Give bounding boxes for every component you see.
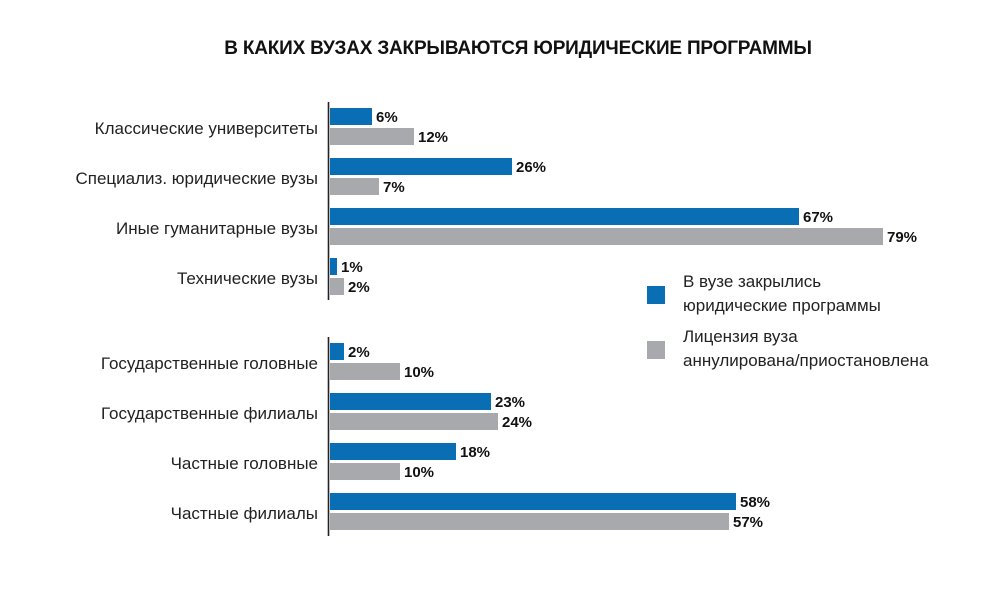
legend-label: Лицензия вуза — [683, 327, 798, 346]
category-label: Иные гуманитарные вузы — [116, 219, 318, 238]
data-label: 24% — [502, 414, 532, 431]
data-label: 58% — [740, 494, 770, 511]
data-label: 7% — [383, 179, 405, 196]
category-label: Классические университеты — [95, 119, 318, 138]
data-label: 67% — [803, 209, 833, 226]
bar-series2 — [330, 413, 498, 430]
bar-series2 — [330, 513, 729, 530]
bar-series1 — [330, 493, 736, 510]
data-label: 26% — [516, 159, 546, 176]
category-label: Частные головные — [171, 454, 318, 473]
bar-series1 — [330, 208, 799, 225]
legend-label: аннулирована/приостановлена — [683, 351, 929, 370]
data-label: 10% — [404, 464, 434, 481]
bar-series2 — [330, 278, 344, 295]
bar-series2 — [330, 128, 414, 145]
bar-series1 — [330, 443, 456, 460]
bar-series1 — [330, 343, 344, 360]
bar-series1 — [330, 258, 337, 275]
legend-label: В вузе закрылись — [683, 272, 821, 291]
bar-series2 — [330, 463, 400, 480]
category-label: Государственные головные — [101, 354, 318, 373]
data-label: 10% — [404, 364, 434, 381]
data-label: 12% — [418, 129, 448, 146]
legend-swatch-series1 — [647, 286, 665, 304]
bar-series1 — [330, 158, 512, 175]
data-label: 2% — [348, 279, 370, 296]
data-label: 18% — [460, 444, 490, 461]
legend-swatch-series2 — [647, 341, 665, 359]
data-label: 79% — [887, 229, 917, 246]
category-label: Государственные филиалы — [101, 404, 318, 423]
bar-series2 — [330, 363, 400, 380]
chart-title: В КАКИХ ВУЗАХ ЗАКРЫВАЮТСЯ ЮРИДИЧЕСКИЕ ПР… — [224, 38, 812, 59]
data-label: 6% — [376, 109, 398, 126]
data-label: 2% — [348, 344, 370, 361]
bar-series1 — [330, 393, 491, 410]
legend-label: юридические программы — [683, 296, 881, 315]
bar-series2 — [330, 178, 379, 195]
data-label: 23% — [495, 394, 525, 411]
category-label: Специализ. юридические вузы — [76, 169, 319, 188]
data-label: 1% — [341, 259, 363, 276]
data-label: 57% — [733, 514, 763, 531]
bar-series2 — [330, 228, 883, 245]
category-label: Технические вузы — [177, 269, 318, 288]
category-label: Частные филиалы — [171, 504, 318, 523]
bar-series1 — [330, 108, 372, 125]
